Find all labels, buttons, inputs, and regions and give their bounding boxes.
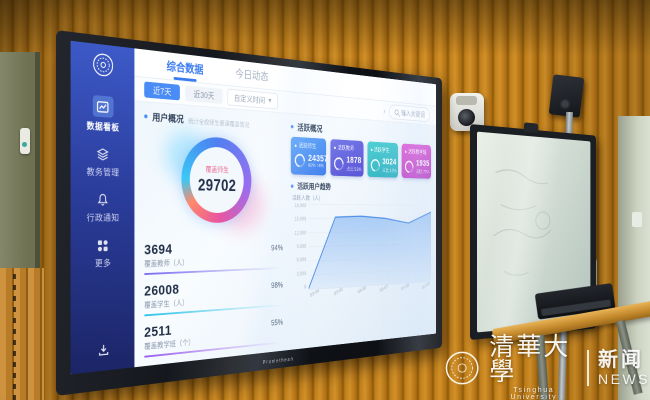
stat-students: 26008 98% 覆盖学生（人） (144, 276, 284, 317)
kpi-card-sub: 占比 51% (346, 167, 362, 173)
trend-area (308, 212, 431, 290)
donut-value: 29702 (197, 175, 237, 195)
sidebar: 数据看板 教务管理 (70, 40, 135, 375)
kpi-card-sub: 占比 77% (416, 170, 430, 176)
display-bezel: 数据看板 教务管理 (56, 30, 443, 396)
trend-title: 活跃用户趋势 (297, 182, 331, 192)
kpi-card-sub: 80% ↑4% (308, 163, 324, 169)
news-label-en: NEWS (598, 370, 650, 387)
kpi-card-value: 1935 (416, 158, 430, 169)
stat-classes: 2511 55% 覆盖教学班（个） (144, 314, 284, 358)
active-overview-panel: 活跃概况 活跃师生 24357 80% ↑4% (290, 120, 431, 347)
kpi-cards: 活跃师生 24357 80% ↑4% (290, 136, 431, 179)
donut-label: 覆盖师生 (205, 165, 229, 175)
time-select[interactable]: 自定义时间 ▾ (227, 88, 278, 110)
ring-icon (368, 156, 382, 174)
stat-value: 3694 (144, 241, 173, 259)
search-icon (394, 109, 399, 116)
sidebar-item-admin-notice[interactable]: 行政通知 (86, 190, 120, 223)
ring-icon (292, 151, 308, 170)
sidebar-item-label: 行政通知 (86, 213, 120, 223)
school-seal-icon (92, 51, 114, 79)
kpi-card-active-students: 活跃学生 3024 占比 12% (367, 141, 399, 178)
sidebar-item-academic-admin[interactable]: 教务管理 (86, 144, 120, 178)
wall-switch (632, 212, 642, 227)
range-30d-button[interactable]: 近30天 (185, 85, 223, 105)
university-name-en: Tsinghua University (510, 387, 558, 400)
dashboard-main: 综合数据 今日动态 近7天 近30天 自定义时间 ▾ › (134, 48, 437, 367)
tab-today-activity[interactable]: 今日动态 (235, 67, 269, 84)
wood-panel-left (0, 268, 44, 400)
expand-arrow[interactable]: › (383, 106, 386, 116)
range-7d-button[interactable]: 近7天 (144, 81, 180, 101)
sidebar-item-label: 数据看板 (86, 120, 120, 133)
sidebar-item-label: 更多 (94, 258, 112, 269)
stat-percent: 98% (271, 280, 284, 290)
side-cabinet (0, 52, 40, 268)
bullet-icon (290, 184, 294, 188)
stat-percent: 94% (271, 243, 284, 253)
kpi-card-sub: 占比 12% (382, 168, 397, 174)
kpi-card-title: 活跃师生 (295, 141, 323, 151)
chevron-down-icon: ▾ (268, 95, 272, 105)
kpi-card-value: 1878 (346, 155, 362, 166)
kpi-card-active-classes: 活跃教学班 1935 占比 77% (401, 143, 431, 179)
active-overview-title: 活跃概况 (297, 123, 323, 135)
trend-chart-panel: 活跃用户趋势 活跃人数（人） 18,000 15,000 12,000 9,00… (290, 180, 431, 299)
tab-overall-data[interactable]: 综合数据 (167, 58, 204, 83)
tsinghua-seal-icon (445, 351, 479, 384)
time-select-value: 自定义时间 (233, 93, 266, 106)
bullet-icon (290, 124, 294, 128)
layers-icon (95, 145, 111, 163)
coverage-donut: 覆盖师生 29702 (144, 123, 283, 234)
download-icon[interactable] (97, 342, 110, 363)
trend-plot (308, 204, 431, 290)
kpi-card-title: 活跃学生 (371, 146, 395, 155)
kpi-card-value: 24357 (308, 153, 328, 165)
ring-icon (331, 154, 346, 173)
search-input[interactable]: 输入关键词 (389, 104, 430, 123)
user-overview-panel: 用户概况 统计全校师生慕课覆盖情况 覆盖师生 29702 (144, 109, 284, 363)
kpi-card-active-users: 活跃师生 24357 80% ↑4% (290, 136, 328, 176)
sidebar-item-more[interactable]: 更多 (95, 236, 111, 269)
chart-icon (92, 95, 114, 118)
sidebar-item-data-board[interactable]: 数据看板 (86, 95, 120, 134)
main-display: 数据看板 教务管理 (56, 30, 443, 396)
stat-teachers: 3694 94% 覆盖教师（人） (144, 239, 284, 276)
trend-ylabel: 活跃人数（人） (292, 195, 324, 202)
bullet-icon (144, 113, 148, 118)
stat-value: 2511 (144, 322, 172, 341)
news-watermark: 清華大學 Tsinghua University 新闻 NEWS (444, 334, 650, 400)
sidebar-item-label: 教务管理 (86, 166, 120, 178)
news-label-cn: 新闻 (598, 348, 644, 371)
kpi-card-title: 活跃教学班 (405, 148, 428, 157)
y-axis-ticks: 18,000 15,000 12,000 9,000 6,000 3,000 0 (294, 203, 307, 291)
stat-value: 26008 (144, 281, 180, 300)
watermark-divider (587, 349, 589, 386)
stat-percent: 55% (271, 317, 284, 328)
webcam-icon (523, 122, 539, 134)
university-name-cn: 清華大學 (489, 332, 571, 386)
donut-ring: 覆盖师生 29702 (181, 135, 252, 224)
bell-icon (95, 191, 111, 209)
dashboard-ui: 数据看板 教务管理 (70, 40, 437, 375)
ring-icon (403, 157, 416, 175)
kpi-card-value: 3024 (382, 157, 397, 167)
grid-icon (95, 236, 111, 254)
cabinet-latch (20, 128, 30, 154)
search-placeholder: 输入关键词 (401, 109, 425, 119)
kpi-card-title: 活跃教师 (334, 143, 360, 152)
kpi-card-active-teachers: 活跃教师 1878 占比 51% (330, 139, 364, 177)
